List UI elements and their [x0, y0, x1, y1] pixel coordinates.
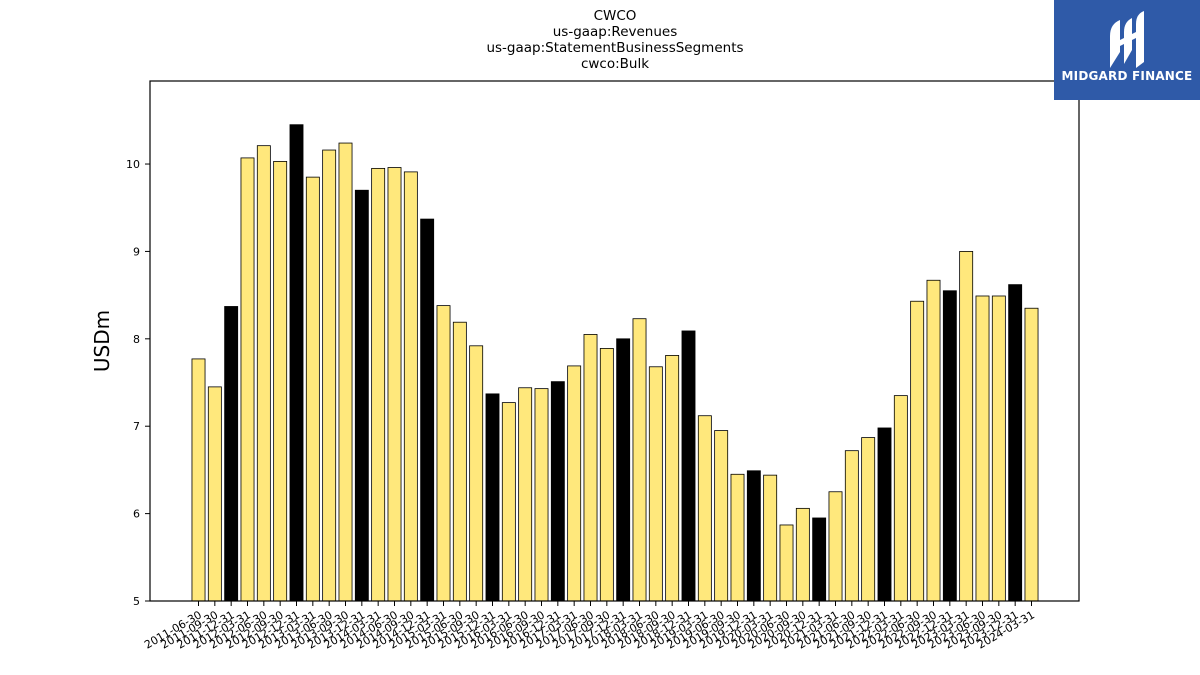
brand-logo: MIDGARD FINANCE	[1054, 0, 1200, 100]
y-tick-label: 9	[133, 245, 140, 258]
bar-2014-12-31	[420, 218, 435, 602]
bar-2015-12-31	[485, 393, 500, 602]
bar-2012-06-30	[256, 145, 271, 602]
bar-2022-12-31	[942, 290, 957, 602]
bar-2018-03-31	[632, 318, 647, 602]
midgard-logo-icon	[1110, 11, 1144, 68]
title-line-4: cwco:Bulk	[581, 56, 649, 72]
bar-2020-12-31	[812, 517, 827, 602]
bar-2020-09-30	[795, 507, 810, 602]
bar-2011-06-30	[191, 358, 206, 602]
bar-2012-03-31	[240, 157, 255, 602]
bar-2013-12-31	[354, 189, 369, 602]
bar-2019-06-30	[714, 430, 729, 602]
bar-2022-03-31	[893, 395, 908, 602]
bar-2012-09-30	[273, 160, 288, 602]
bar-2023-09-30	[991, 295, 1006, 602]
y-tick-label: 6	[133, 508, 140, 521]
bar-2013-09-30	[338, 142, 353, 602]
chart-title: CWCO us-gaap:Revenues us-gaap:StatementB…	[486, 8, 743, 72]
bar-2019-03-31	[697, 415, 712, 602]
bar-2011-12-31	[224, 306, 239, 602]
y-tick-label: 10	[126, 158, 140, 171]
bar-2023-06-30	[975, 295, 990, 602]
bar-2019-12-31	[746, 470, 761, 602]
bar-2012-12-31	[289, 124, 304, 602]
bar-2013-03-31	[305, 176, 320, 602]
y-axis-label: USDm	[90, 310, 114, 372]
bars-group	[191, 124, 1039, 602]
bar-2023-12-31	[1008, 284, 1023, 602]
bar-2015-09-30	[469, 345, 484, 602]
bar-2022-06-30	[910, 300, 925, 602]
bar-2016-03-31	[501, 402, 516, 602]
bar-2014-09-30	[403, 171, 418, 602]
bar-2017-12-31	[616, 338, 631, 602]
bar-2019-09-30	[730, 473, 745, 602]
bar-2021-09-30	[861, 437, 876, 602]
brand-name: MIDGARD FINANCE	[1061, 69, 1193, 83]
bar-2018-09-30	[665, 355, 680, 602]
bar-2015-06-30	[452, 321, 467, 602]
bar-2018-12-31	[681, 330, 696, 602]
bar-2017-06-30	[583, 334, 598, 602]
bar-2021-03-31	[828, 491, 843, 602]
bar-2020-03-31	[763, 474, 778, 602]
bar-2018-06-30	[648, 366, 663, 602]
bar-2023-03-31	[959, 251, 974, 602]
title-line-1: CWCO	[594, 8, 637, 24]
title-line-3: us-gaap:StatementBusinessSegments	[486, 40, 743, 56]
bar-2021-06-30	[844, 450, 859, 602]
bar-2015-03-31	[436, 305, 451, 602]
bar-2016-12-31	[550, 381, 565, 602]
y-axis-ticks: 5 6 7 8 9 10	[126, 158, 150, 608]
bar-2020-06-30	[779, 524, 794, 602]
bar-2022-09-30	[926, 279, 941, 602]
bar-2016-09-30	[534, 388, 549, 602]
y-tick-label: 8	[133, 333, 140, 346]
y-tick-label: 5	[133, 595, 140, 608]
bar-2014-03-31	[371, 167, 386, 602]
bar-2016-06-30	[518, 387, 533, 602]
bar-2011-09-30	[207, 386, 222, 602]
bar-2021-12-31	[877, 427, 892, 602]
y-tick-label: 7	[133, 420, 140, 433]
plot-frame	[149, 80, 1080, 602]
bar-2014-06-30	[387, 167, 402, 602]
bar-2017-03-31	[567, 365, 582, 602]
x-axis-ticks: 2011-06-302011-09-302011-12-312012-03-31…	[142, 601, 1037, 652]
bar-2017-09-30	[599, 348, 614, 602]
title-line-2: us-gaap:Revenues	[553, 24, 678, 40]
bar-2024-03-31	[1024, 307, 1039, 602]
bar-2013-06-30	[322, 149, 337, 602]
